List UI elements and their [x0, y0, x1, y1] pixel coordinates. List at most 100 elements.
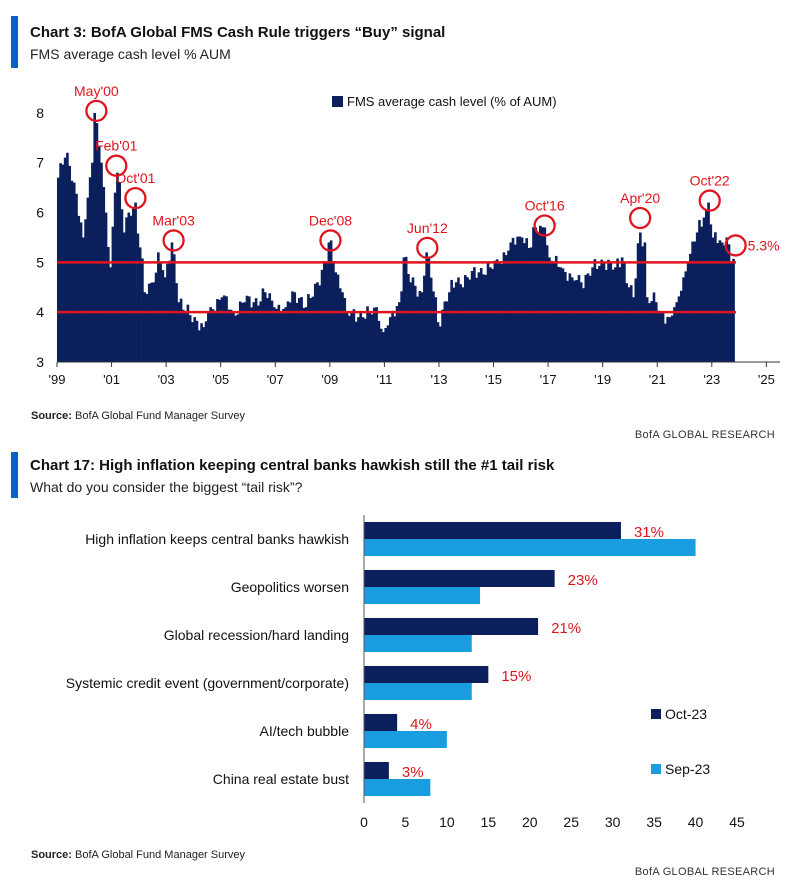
chart3-bar: [586, 273, 590, 362]
chart3-bar: [561, 268, 565, 362]
chart3-bar: [286, 301, 290, 362]
chart3-bar: [670, 315, 674, 362]
chart3-bar: [689, 253, 692, 362]
chart3-bar: [636, 243, 640, 362]
chart3-bar: [484, 274, 488, 362]
chart17-brand: BofA GLOBAL RESEARCH: [634, 866, 775, 878]
chart3-bar: [279, 313, 283, 362]
chart17-subtitle: What do you consider the biggest “tail r…: [30, 479, 303, 495]
chart3-bar: [411, 277, 415, 362]
chart3-legend-swatch: [332, 96, 343, 107]
chart17-legend-label: Oct-23: [665, 706, 707, 722]
chart3-brand: BofA GLOBAL RESEARCH: [634, 429, 775, 441]
chart3-bar: [138, 247, 142, 362]
chart3-bar: [557, 266, 560, 362]
chart3-bar: [482, 274, 485, 362]
chart3-bar: [272, 307, 276, 362]
chart3-y-tick: 4: [36, 304, 44, 320]
chart3-bar: [707, 202, 710, 362]
chart3-bar: [252, 302, 256, 362]
chart3-source: Source: BofA Global Fund Manager Survey: [31, 410, 245, 422]
chart3-bar: [357, 317, 360, 362]
chart3-x-ticks: '99 '01 '03 '05 '07 '09 '11 '13 '15 '17 '19 '21 '23 '…: [49, 362, 775, 387]
chart3-bar: [539, 225, 542, 362]
chart3-x-tick: '05: [212, 372, 229, 387]
chart3-bar: [629, 285, 633, 362]
chart3-bar: [527, 248, 531, 362]
chart17-x-tick: 40: [688, 814, 704, 830]
chart3-bar: [445, 301, 449, 362]
chart3-bar: [63, 157, 67, 362]
chart3-bar: [491, 268, 494, 362]
chart3-bar: [548, 257, 551, 362]
chart3-bar: [720, 242, 724, 362]
chart3-bar: [361, 317, 365, 362]
chart17-x-tick: 30: [605, 814, 621, 830]
chart3-bar: [295, 302, 299, 362]
chart17-source-text: BofA Global Fund Manager Survey: [75, 849, 246, 861]
chart3-bar: [352, 309, 356, 362]
chart3-bar: [88, 177, 92, 362]
chart3-bar: [677, 296, 681, 362]
chart17-x-tick: 20: [522, 814, 538, 830]
chart3-bar: [573, 280, 576, 362]
chart3-bar: [452, 287, 456, 362]
chart3-x-tick: '17: [540, 372, 557, 387]
chart3-bar: [204, 321, 208, 362]
chart3-bar: [675, 302, 679, 362]
chart3-annotation-circle: [319, 229, 342, 252]
chart3-bar: [327, 242, 331, 362]
chart3-bar: [438, 326, 442, 362]
chart3-bar: [247, 296, 251, 362]
chart3-bar: [607, 259, 610, 362]
chart3-legend-label: FMS average cash level (% of AUM): [347, 94, 557, 109]
chart3-bar: [423, 275, 426, 362]
chart3-bar: [504, 255, 508, 362]
chart3-bar: [473, 267, 476, 362]
chart3-annotation-label: May'00: [74, 83, 119, 99]
chart3-bar: [111, 226, 115, 362]
chart3-bar: [625, 283, 629, 362]
chart3-bar: [700, 226, 704, 362]
chart3-x-tick: '13: [430, 372, 447, 387]
chart3-bar: [475, 277, 478, 362]
chart3-bar: [466, 277, 469, 362]
chart3-bar: [195, 320, 199, 362]
chart3-bar: [554, 255, 558, 362]
chart3-bar: [188, 315, 192, 362]
chart3-bar: [318, 285, 322, 362]
chart3-x-tick: '25: [758, 372, 775, 387]
chart3-bar: [104, 212, 108, 362]
chart3-bar: [454, 282, 458, 362]
chart3-annotation-circle: [85, 99, 108, 123]
chart3-bar: [268, 293, 272, 362]
chart3-bar: [432, 291, 435, 362]
chart3-bar: [259, 301, 262, 362]
chart3-bar: [341, 292, 344, 362]
chart17-legend-swatch: [651, 764, 661, 774]
chart3-bar: [95, 123, 99, 362]
chart3-annotations: May'00 Feb'01 Oct'01 Mar'03 Dec'08 Jun'12 Oct'…: [74, 83, 780, 260]
chart17-bar-sep23: [364, 731, 447, 748]
chart3-thresholds: [57, 261, 736, 314]
chart3-bar: [529, 247, 533, 362]
chart3-bar: [709, 224, 713, 362]
chart17-category-labels: High inflation keeps central banks hawki…: [66, 531, 349, 787]
chart3-bar: [425, 252, 428, 362]
chart3-x-tick: '15: [485, 372, 502, 387]
chart17-bar-oct23: [364, 522, 621, 539]
chart3-bar: [434, 297, 438, 362]
chart3-bar: [600, 259, 604, 362]
chart3-bar: [300, 297, 303, 362]
chart3-bar: [682, 277, 685, 362]
chart3-bar: [298, 298, 301, 362]
chart3-bar: [643, 242, 647, 362]
chart17-category-label: AI/tech bubble: [259, 723, 349, 739]
chart3-bar: [250, 307, 253, 362]
chart3-bar: [202, 327, 206, 362]
chart3-annotation-circle: [724, 234, 747, 257]
chart3-bar: [543, 227, 547, 362]
chart3-bar: [304, 307, 308, 362]
chart17-bar-sep23: [364, 779, 431, 796]
chart3-x-tick: '11: [376, 372, 392, 387]
